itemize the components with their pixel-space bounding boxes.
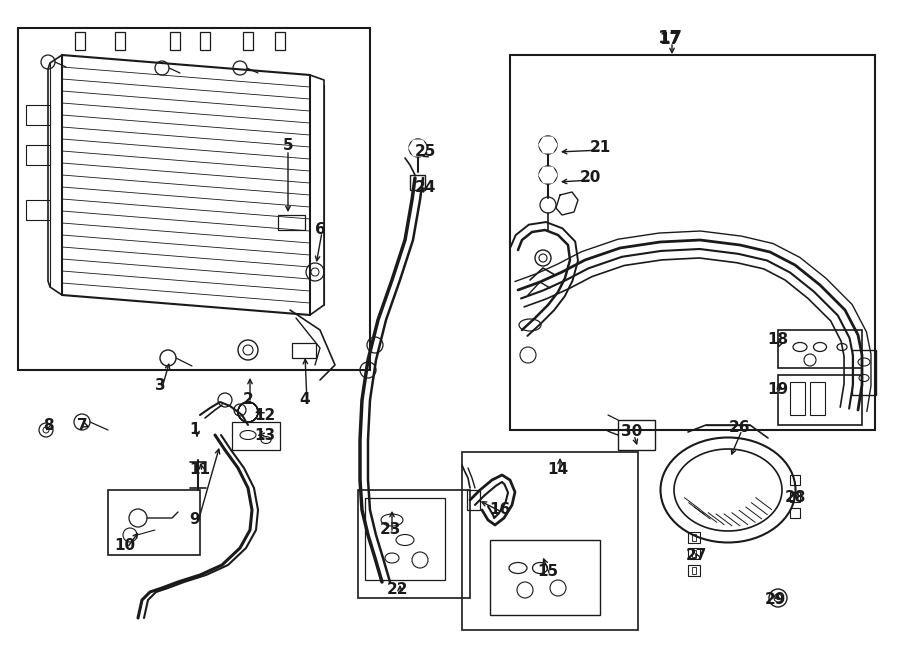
Text: 27: 27 — [685, 547, 706, 563]
Polygon shape — [539, 137, 557, 153]
Bar — [108, 490, 200, 555]
Text: 11: 11 — [190, 463, 211, 477]
Bar — [490, 540, 600, 615]
Bar — [692, 567, 696, 574]
Text: 22: 22 — [387, 582, 409, 598]
Circle shape — [409, 139, 427, 157]
Bar — [410, 175, 425, 190]
Bar — [692, 534, 696, 541]
Bar — [810, 382, 825, 415]
Bar — [790, 382, 805, 415]
Text: 16: 16 — [490, 502, 510, 518]
Text: 17: 17 — [660, 32, 680, 48]
Text: 5: 5 — [283, 137, 293, 153]
Circle shape — [539, 166, 557, 184]
Text: 28: 28 — [784, 490, 806, 506]
Bar — [778, 330, 862, 368]
Bar — [790, 508, 800, 518]
Bar — [462, 452, 638, 630]
Bar — [292, 343, 316, 358]
Bar — [170, 32, 180, 50]
Bar — [510, 55, 875, 430]
Polygon shape — [539, 167, 557, 183]
Bar — [26, 145, 50, 165]
Bar — [790, 475, 800, 485]
Bar — [232, 422, 280, 450]
Text: 15: 15 — [537, 564, 559, 580]
Bar — [275, 32, 285, 50]
Text: 8: 8 — [42, 418, 53, 432]
Bar — [115, 32, 125, 50]
Bar — [852, 350, 876, 395]
Text: 2: 2 — [243, 393, 254, 407]
Bar — [26, 200, 50, 220]
Text: 10: 10 — [114, 537, 136, 553]
Text: 12: 12 — [255, 407, 275, 422]
Text: 25: 25 — [414, 145, 436, 159]
Circle shape — [539, 136, 557, 154]
Text: 18: 18 — [768, 332, 788, 348]
Polygon shape — [409, 140, 427, 156]
Bar — [278, 215, 305, 230]
Bar — [688, 532, 700, 543]
Bar — [200, 32, 210, 50]
Bar — [692, 550, 696, 557]
Bar — [778, 375, 862, 425]
Text: 14: 14 — [547, 463, 569, 477]
Text: 23: 23 — [379, 522, 400, 537]
Text: 13: 13 — [255, 428, 275, 442]
Bar — [790, 492, 800, 502]
Text: 30: 30 — [621, 424, 643, 440]
Text: 17: 17 — [658, 29, 682, 47]
Text: 7: 7 — [76, 418, 87, 432]
Text: 1: 1 — [190, 422, 200, 438]
Bar — [467, 490, 480, 510]
Text: 29: 29 — [764, 592, 786, 607]
Text: 19: 19 — [768, 383, 788, 397]
Bar — [358, 490, 470, 598]
Text: 4: 4 — [300, 393, 310, 407]
Text: 6: 6 — [315, 223, 326, 237]
Bar — [688, 548, 700, 559]
Bar — [688, 565, 700, 576]
Text: 20: 20 — [580, 171, 600, 186]
Text: 26: 26 — [729, 420, 751, 436]
Bar — [26, 105, 50, 125]
Text: 3: 3 — [155, 377, 166, 393]
Bar — [618, 420, 655, 450]
Bar — [365, 498, 445, 580]
Text: 9: 9 — [190, 512, 201, 527]
Bar — [243, 32, 253, 50]
Bar — [18, 28, 370, 370]
Bar — [75, 32, 85, 50]
Text: 24: 24 — [414, 180, 436, 196]
Text: 21: 21 — [590, 141, 610, 155]
